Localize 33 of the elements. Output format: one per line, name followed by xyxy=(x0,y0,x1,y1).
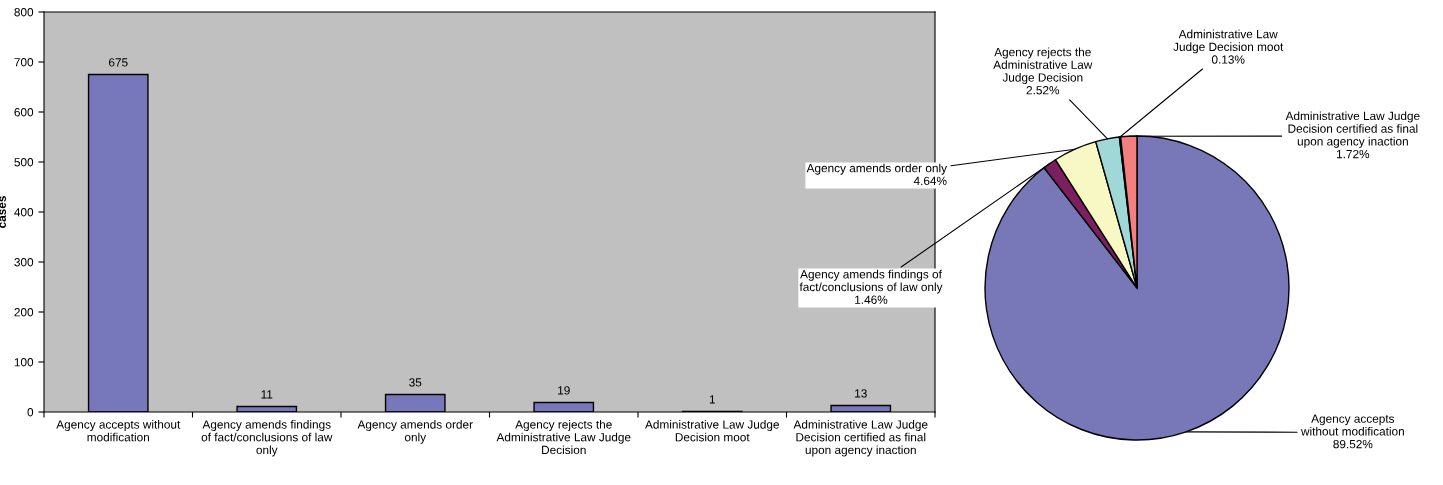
slice-label: Agency amends order only xyxy=(806,163,947,175)
data-label: 1 xyxy=(709,395,715,404)
y-tick-label: 700 xyxy=(14,58,34,67)
y-tick-label: 800 xyxy=(14,8,34,17)
x-tick-label: Administrative Law Judge Decision certified as final upon agency inaction xyxy=(793,420,928,457)
slice-label: Agency rejects the Administrative Law Judge Decision xyxy=(993,47,1093,85)
x-tick-label: Agency amends order only xyxy=(357,420,473,444)
y-axis-title: cases xyxy=(0,196,6,228)
slice-label: Agency amends findings of fact/conclusions of law only xyxy=(799,269,943,294)
data-label: 675 xyxy=(109,58,128,67)
x-tick-label: Agency amends findings of fact/conclusions of law only xyxy=(201,420,333,457)
data-label: 13 xyxy=(855,389,867,398)
data-label: 2.52% xyxy=(1026,86,1060,95)
y-tick-label: 500 xyxy=(14,158,34,167)
data-label: 4.64% xyxy=(913,176,947,186)
data-label: 1.46% xyxy=(855,295,888,304)
y-tick-label: 0 xyxy=(27,408,34,417)
x-tick-label: Administrative Law Judge Decision moot xyxy=(645,420,779,442)
x-tick-label: Agency rejects the Administrative Law Judge Decision xyxy=(496,420,631,455)
data-label: 0.13% xyxy=(1211,55,1245,64)
slice-label: Administrative Law Judge Decision certified as final upon agency inaction xyxy=(1285,111,1420,148)
y-tick-label: 400 xyxy=(14,208,34,217)
y-tick-label: 300 xyxy=(14,258,34,267)
y-tick-label: 100 xyxy=(14,358,34,367)
x-tick-label: Agency accepts without modification xyxy=(56,420,181,442)
data-label: 11 xyxy=(261,390,273,399)
data-label: 35 xyxy=(409,378,422,387)
data-label: 89.52% xyxy=(1333,439,1373,449)
slice-label: Administrative Law Judge Decision moot xyxy=(1173,29,1284,54)
data-label: 19 xyxy=(558,386,570,395)
y-tick-label: 600 xyxy=(14,108,34,117)
y-tick-label: 200 xyxy=(14,308,34,317)
data-label: 1.72% xyxy=(1337,149,1370,159)
